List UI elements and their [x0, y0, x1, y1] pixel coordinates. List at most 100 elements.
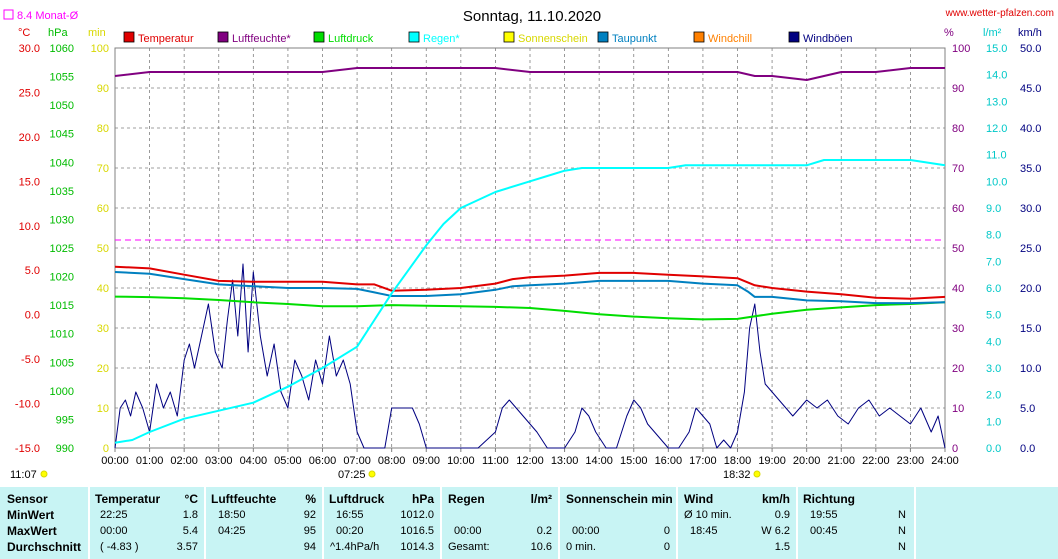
- x-tick-label: 02:00: [170, 455, 198, 467]
- y-tick-label: 1045: [50, 129, 74, 141]
- y-tick-label: 9.0: [986, 203, 1001, 215]
- legend-label: Windböen: [803, 33, 853, 45]
- pressure-unit: hPa: [411, 492, 434, 506]
- unit-hpa-label: hPa: [48, 27, 68, 39]
- start-time-label: 11:07: [10, 469, 37, 481]
- series-line-luftfeuchte: [114, 67, 945, 81]
- sunset-label: 18:32: [723, 469, 751, 481]
- pressure-min-value: 1012.0: [400, 509, 434, 521]
- y-tick-label: -10.0: [15, 399, 40, 411]
- x-tick-label: 08:00: [378, 455, 406, 467]
- y-tick-label: 35.0: [1020, 163, 1041, 175]
- x-tick-label: 05:00: [274, 455, 302, 467]
- monthly-avg-marker-icon: [3, 9, 14, 20]
- direction-min-value: N: [898, 509, 906, 521]
- temperature-avg-extra: ( -4.83 ): [100, 541, 139, 553]
- y-tick-label: 1035: [50, 186, 74, 198]
- y-tick-label: 1015: [50, 300, 74, 312]
- legend-swatch: [217, 31, 229, 43]
- y-tick-label: 20.0: [19, 132, 40, 144]
- humidity-avg-value: 94: [303, 541, 316, 553]
- y-tick-label: 40: [952, 283, 964, 295]
- y-tick-label: 50: [97, 243, 109, 255]
- rain-header: Regen: [448, 492, 485, 506]
- y-tick-label: 70: [952, 163, 964, 175]
- x-tick-label: 16:00: [655, 455, 683, 467]
- y-tick-label: 80: [97, 123, 109, 135]
- y-tick-label: 12.0: [986, 123, 1007, 135]
- y-tick-label: 30: [952, 323, 964, 335]
- series-line-regen: [114, 159, 946, 444]
- website-link[interactable]: www.wetter-pfalzen.com: [945, 8, 1054, 19]
- pressure-trend: ^1.4hPa/h: [330, 541, 380, 553]
- stats-wind-section: Wind km/h Ø 10 min. 18:45 0.9 W 6.2 1.5: [678, 487, 796, 559]
- legend-label: Luftfeuchte*: [232, 33, 291, 45]
- y-tick-label: 15.0: [1020, 323, 1041, 335]
- y-tick-label: 25.0: [1020, 243, 1041, 255]
- y-tick-label: -15.0: [15, 443, 40, 455]
- y-tick-label: 0.0: [986, 443, 1001, 455]
- temperature-unit: °C: [184, 492, 198, 506]
- unit-min-label: min: [88, 27, 106, 39]
- y-tick-label: 0: [952, 443, 958, 455]
- y-tick-label: 11.0: [986, 150, 1007, 162]
- start-sun-icon: [40, 470, 48, 478]
- axes: 30.0 25.0 20.0 15.0 10.0 5.0 0.0 -5.0 -10.0 -15.0…: [15, 43, 1042, 467]
- sunshine-total-label: 0 min.: [566, 541, 596, 553]
- direction-min-time: 19:55: [810, 509, 838, 521]
- humidity-unit: %: [305, 492, 316, 506]
- humidity-max-value: 95: [303, 525, 316, 537]
- y-tick-label: 10: [97, 403, 109, 415]
- x-tick-label: 07:00: [343, 455, 371, 467]
- sunshine-header: Sonnenschein min: [566, 492, 673, 506]
- x-tick-label: 06:00: [309, 455, 337, 467]
- legend-label: Luftdruck: [328, 33, 374, 45]
- unit-pct-label: %: [944, 27, 954, 39]
- y-tick-label: 20: [97, 363, 109, 375]
- stats-sensor-header: Sensor: [7, 492, 48, 506]
- y-tick-label: 1055: [50, 72, 74, 84]
- y-tick-label: 1020: [50, 272, 74, 284]
- legend-label: Taupunkt: [612, 33, 657, 45]
- stats-row-label: MaxWert: [7, 524, 57, 538]
- stats-rain-section: Regen l/m² 00:00 Gesamt: 0.2 10.6: [442, 487, 558, 559]
- humidity-min-value: 92: [303, 509, 316, 521]
- chart-title: Sonntag, 11.10.2020: [463, 8, 601, 25]
- stats-sunshine-section: Sonnenschein min 00:00 0 min. 0 0: [560, 487, 676, 559]
- legend-swatch: [597, 31, 609, 43]
- wind-header: Wind: [684, 492, 714, 506]
- rain-total-label: Gesamt:: [448, 541, 490, 553]
- y-tick-label: 50: [952, 243, 964, 255]
- unit-kmh-label: km/h: [1018, 27, 1042, 39]
- legend-label: Regen*: [423, 33, 460, 45]
- series-group: [114, 67, 946, 449]
- x-tick-label: 20:00: [793, 455, 821, 467]
- x-tick-label: 14:00: [585, 455, 613, 467]
- unit-lm2-label: l/m²: [983, 27, 1002, 39]
- series-line-windben: [114, 263, 946, 449]
- y-tick-label: 50.0: [1020, 43, 1041, 55]
- y-tick-label: 25.0: [19, 87, 40, 99]
- y-tick-label: 8.0: [986, 230, 1001, 242]
- monthly-avg-label: 8.4 Monat-Ø: [17, 10, 79, 22]
- y-tick-label: 0.0: [1020, 443, 1035, 455]
- y-tick-label: 80: [952, 123, 964, 135]
- pressure-min-time: 16:55: [336, 509, 364, 521]
- grid-lines: [115, 48, 945, 448]
- y-tick-label: 13.0: [986, 96, 1007, 108]
- sunset-icon: [753, 470, 761, 478]
- temperature-min-value: 1.8: [182, 509, 198, 521]
- stats-humidity-section: Luftfeuchte % 18:50 04:25 92 95 94: [206, 487, 322, 559]
- y-tick-label: 30.0: [19, 43, 40, 55]
- x-tick-label: 13:00: [551, 455, 579, 467]
- x-tick-label: 10:00: [447, 455, 475, 467]
- y-tick-label: 30: [97, 323, 109, 335]
- y-tick-label: 15.0: [19, 176, 40, 188]
- series-line-luftdruck: [114, 295, 946, 321]
- stats-temperature-section: Temperatur °C 22:25 00:00 ( -4.83 ) 1.8 …: [90, 487, 204, 559]
- series-line-temperatur: [114, 265, 946, 300]
- unit-temp-label: °C: [18, 27, 30, 39]
- y-tick-label: 70: [97, 163, 109, 175]
- y-tick-label: 20: [952, 363, 964, 375]
- x-tick-label: 19:00: [758, 455, 786, 467]
